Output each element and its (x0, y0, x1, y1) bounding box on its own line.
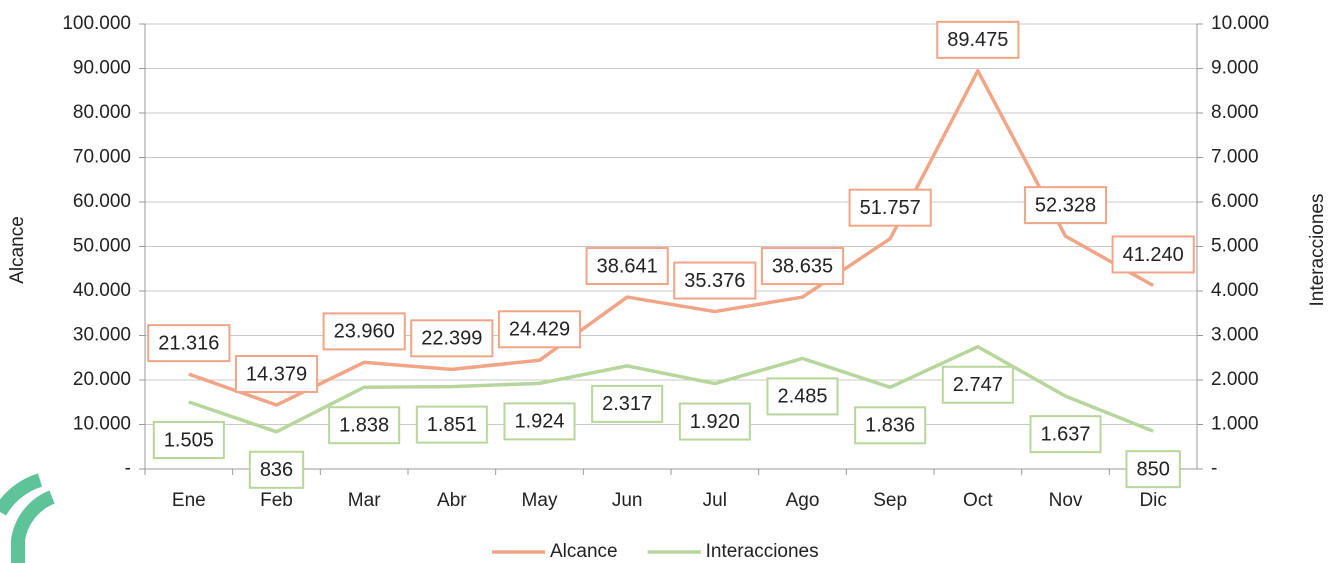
y2-tick-label: - (1211, 458, 1217, 479)
data-label-box (147, 324, 231, 363)
data-label: 1.637 (1040, 423, 1090, 445)
y-tick-label: 100.000 (62, 13, 131, 34)
legend-label: Alcance (550, 541, 618, 562)
y2-tick-label: 6.000 (1211, 191, 1259, 212)
data-label: 2.485 (777, 386, 827, 408)
data-label: 1.838 (339, 414, 389, 436)
series-line (188, 345, 1154, 434)
data-label: 51.757 (860, 197, 921, 219)
data-label: 1.505 (164, 429, 214, 451)
x-tick-label: Jul (703, 490, 727, 511)
x-tick-label: Oct (963, 490, 993, 511)
y-tick-label: 80.000 (73, 102, 131, 123)
x-tick-label: Sep (873, 490, 907, 511)
y-tick-label: 70.000 (73, 147, 131, 168)
x-tick-label: Dic (1139, 490, 1166, 511)
data-label: 1.924 (514, 411, 564, 433)
y2-tick-label: 9.000 (1211, 58, 1259, 79)
data-label-box (854, 406, 927, 445)
y2-tick-label: 10.000 (1211, 13, 1269, 34)
y2-tick-label: 4.000 (1211, 280, 1259, 301)
data-label-box (322, 312, 406, 351)
y2-tick-label: 1.000 (1211, 414, 1259, 435)
data-label: 836 (260, 459, 293, 481)
data-label: 1.851 (427, 414, 477, 436)
data-label-box (1111, 235, 1195, 274)
x-tick-label: Nov (1049, 490, 1083, 511)
data-label: 52.328 (1035, 194, 1096, 216)
y-tick-label: 10.000 (73, 414, 131, 435)
data-label-box (415, 405, 488, 444)
y2-axis-title: Interacciones (1307, 193, 1328, 306)
y-tick-label: 30.000 (73, 325, 131, 346)
data-label-box (1125, 450, 1181, 489)
series-line (188, 69, 1155, 407)
data-label-box (591, 384, 664, 423)
y-tick-label: 50.000 (73, 236, 131, 257)
data-label-box (1023, 186, 1108, 225)
data-label-box (585, 247, 669, 286)
y-axis-title: Alcance (7, 216, 28, 284)
data-label-box (673, 261, 757, 300)
data-label-box (497, 310, 582, 349)
y2-tick-label: 7.000 (1211, 147, 1259, 168)
data-label-box (503, 402, 576, 441)
data-label-box (941, 365, 1014, 404)
x-tick-label: Ago (786, 490, 820, 511)
data-label-box (848, 188, 932, 227)
y2-tick-label: 8.000 (1211, 102, 1259, 123)
data-label: 14.379 (246, 363, 307, 385)
y2-tick-label: 3.000 (1211, 325, 1259, 346)
logo-decoration (0, 473, 55, 563)
data-label-box (766, 377, 839, 416)
y-tick-label: - (125, 458, 131, 479)
data-label: 2.317 (602, 393, 652, 415)
data-label: 22.399 (421, 328, 482, 350)
data-label-box (678, 402, 751, 441)
data-label-box (234, 355, 319, 394)
data-label: 23.960 (334, 321, 395, 343)
x-tick-label: Ene (172, 490, 206, 511)
x-tick-label: Feb (260, 490, 293, 511)
data-label: 89.475 (947, 29, 1008, 51)
data-label-box (328, 406, 401, 445)
y-tick-label: 40.000 (73, 280, 131, 301)
data-label: 1.920 (690, 411, 740, 433)
x-tick-label: Abr (437, 490, 467, 511)
data-label: 1.836 (865, 415, 915, 437)
data-label: 35.376 (684, 270, 745, 292)
data-label-box (1029, 415, 1102, 454)
y-tick-label: 20.000 (73, 369, 131, 390)
data-label: 21.316 (158, 332, 219, 354)
x-tick-label: Jun (612, 490, 643, 511)
data-label-box (410, 319, 494, 358)
data-label: 24.429 (509, 319, 570, 341)
y-tick-label: 60.000 (73, 191, 131, 212)
data-label: 38.635 (772, 255, 833, 277)
data-label-box (936, 20, 1020, 59)
data-label: 38.641 (597, 255, 658, 277)
y-tick-label: 90.000 (73, 58, 131, 79)
data-label: 41.240 (1123, 244, 1184, 266)
data-label: 2.747 (953, 374, 1003, 396)
x-tick-label: May (522, 490, 558, 511)
x-tick-label: Mar (348, 490, 381, 511)
y2-tick-label: 2.000 (1211, 369, 1259, 390)
grid (145, 23, 1197, 470)
data-label-box (760, 247, 845, 286)
legend-label: Interacciones (706, 541, 819, 562)
data-label-box (152, 421, 225, 460)
data-label-box (248, 450, 305, 489)
data-label: 850 (1136, 458, 1169, 480)
y2-tick-label: 5.000 (1211, 236, 1259, 257)
